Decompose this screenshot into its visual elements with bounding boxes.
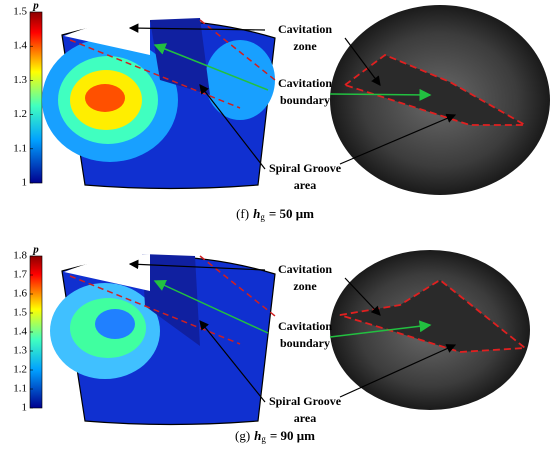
caption-subscript: g — [260, 212, 265, 222]
caption: (f) hg = 50 μm — [236, 206, 314, 222]
colorbar-tick-label: 1 — [22, 177, 28, 189]
annotation: Spiral Groove — [269, 161, 342, 175]
colorbar-tick-label: 1 — [22, 402, 28, 414]
arrow — [339, 113, 457, 165]
arrow — [128, 259, 266, 271]
colorbar-tick-label: 1.5 — [13, 307, 27, 319]
colorbar-label: p — [32, 0, 39, 12]
contour — [85, 84, 125, 112]
photo-boundary — [343, 53, 529, 126]
arrow — [128, 23, 266, 33]
contour — [205, 40, 275, 120]
caption-prefix: (g) — [235, 428, 250, 443]
colorbar-tick-label: 1.3 — [13, 345, 27, 357]
colorbar-tick-label: 1.5 — [13, 6, 27, 18]
arrow — [329, 320, 432, 338]
annotation: zone — [293, 39, 317, 53]
caption-prefix: (f) — [236, 206, 249, 221]
colorbar-tick-label: 1.2 — [13, 108, 27, 120]
groove — [150, 18, 210, 95]
colorbar-tick-label: 1.6 — [13, 288, 27, 300]
annotation: Cavitation — [278, 319, 332, 333]
arrow — [199, 320, 266, 403]
annotation: Spiral Groove — [269, 394, 342, 408]
colorbar-tick-label: 1.7 — [13, 269, 27, 281]
pressure-field — [42, 18, 276, 190]
panel: p 1.5 1.4 1.3 1.2 1.1 1 Cavitation zone Cavitatio… — [13, 0, 550, 222]
arrow — [199, 84, 266, 170]
colorbar — [29, 11, 43, 184]
colorbar-tick-label: 1.3 — [13, 74, 27, 86]
arrow — [344, 277, 381, 316]
colorbar-tick-label: 1.1 — [13, 383, 27, 395]
colorbar-label: p — [32, 244, 39, 256]
contour — [95, 309, 135, 339]
annotation: area — [294, 411, 316, 425]
arrow — [339, 344, 457, 398]
arrow — [153, 279, 269, 334]
annotation: boundary — [280, 336, 330, 350]
caption-symbol: h — [253, 206, 260, 221]
caption: (g) hg = 90 μm — [235, 428, 315, 444]
caption-suffix: = 90 μm — [270, 428, 315, 443]
cavitation-zone — [64, 254, 150, 291]
caption-subscript: g — [261, 434, 266, 444]
arrow — [329, 88, 432, 101]
annotation: Cavitation — [278, 262, 332, 276]
arrow — [153, 43, 269, 91]
cavitation-zone — [64, 18, 150, 55]
arrow — [344, 37, 381, 86]
annotation: Cavitation — [278, 22, 332, 36]
annotation: Cavitation — [278, 76, 332, 90]
colorbar-tick-label: 1.2 — [13, 364, 27, 376]
caption-symbol: h — [254, 428, 261, 443]
colorbar-tick-label: 1.8 — [13, 250, 27, 262]
annotation: boundary — [280, 93, 330, 107]
colorbar-tick-label: 1.4 — [13, 326, 27, 338]
panel: p 1.8 1.7 1.6 1.5 1.4 1.3 1.2 1.1 1 Cavitation zone… — [13, 244, 530, 444]
boundary — [69, 19, 276, 109]
boundary — [69, 255, 276, 345]
caption-suffix: = 50 μm — [269, 206, 314, 221]
photo-boundary — [339, 278, 528, 353]
colorbar-tick-label: 1.4 — [13, 40, 27, 52]
colorbar-tick-label: 1.1 — [13, 142, 27, 154]
pressure-field — [50, 254, 276, 426]
annotation: zone — [293, 279, 317, 293]
annotation: area — [294, 178, 316, 192]
